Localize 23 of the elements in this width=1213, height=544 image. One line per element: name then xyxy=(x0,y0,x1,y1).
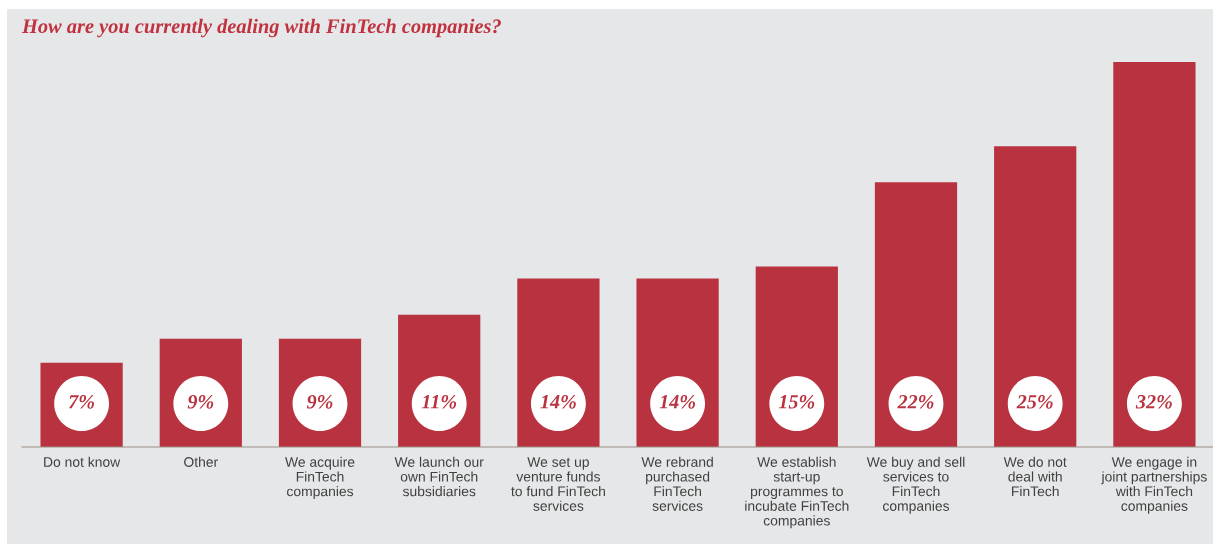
x-tick-label: We buy and sell services to FinTech companies xyxy=(866,456,965,514)
data-label: 9% xyxy=(187,394,214,409)
x-tick-label: Other xyxy=(184,456,218,467)
bar xyxy=(994,146,1077,447)
bar xyxy=(1113,62,1196,447)
x-tick-label: We acquire FinTech companies xyxy=(285,456,355,499)
x-tick-label: We do not deal with FinTech xyxy=(1003,456,1067,497)
x-tick-label: We establish start-up programmes to incubate FinTech companies xyxy=(745,456,849,529)
x-tick-label: Do not know xyxy=(44,456,121,467)
data-label: 14% xyxy=(540,394,576,409)
chart-title: How are you currently dealing with FinTech companies? xyxy=(21,18,501,38)
data-label: 15% xyxy=(778,394,815,409)
data-label: 7% xyxy=(69,394,94,409)
data-label: 9% xyxy=(306,394,333,409)
data-label: 22% xyxy=(897,394,934,409)
x-tick-label: We engage in joint partnerships with FinTech companies xyxy=(1101,456,1207,514)
x-tick-label: We set up venture funds to fund FinTech services xyxy=(511,457,605,511)
x-tick-label: We rebrand purchased FinTech services xyxy=(641,456,713,511)
data-label: 25% xyxy=(1016,394,1053,409)
x-tick-label: We launch our own FinTech subsidiaries xyxy=(394,456,484,497)
data-label: 11% xyxy=(421,394,457,409)
data-label: 14% xyxy=(659,394,696,409)
data-label: 32% xyxy=(1135,394,1172,409)
